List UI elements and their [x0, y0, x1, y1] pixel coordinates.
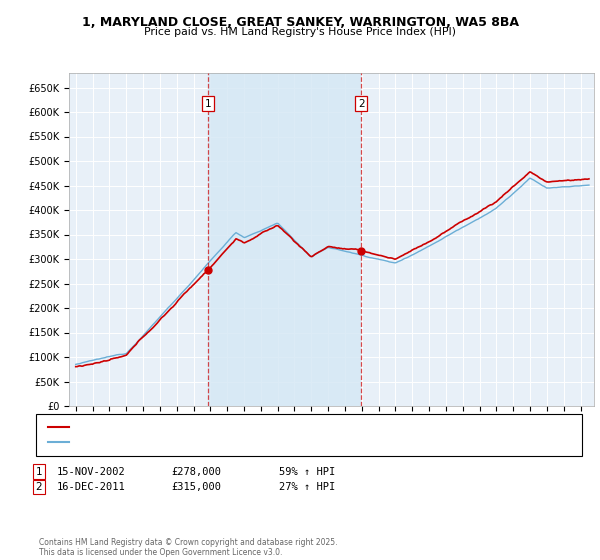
- Text: 1: 1: [205, 99, 212, 109]
- Text: Price paid vs. HM Land Registry's House Price Index (HPI): Price paid vs. HM Land Registry's House …: [144, 27, 456, 37]
- Text: 2: 2: [35, 482, 43, 492]
- Bar: [208, 73, 361, 406]
- Text: 1, MARYLAND CLOSE, GREAT SANKEY, WARRINGTON, WA5 8BA: 1, MARYLAND CLOSE, GREAT SANKEY, WARRING…: [82, 16, 518, 29]
- Text: 1: 1: [35, 466, 43, 477]
- Text: 59% ↑ HPI: 59% ↑ HPI: [279, 466, 335, 477]
- Point: [356, 246, 366, 255]
- Text: 15-NOV-2002: 15-NOV-2002: [57, 466, 126, 477]
- Text: 2: 2: [358, 99, 364, 109]
- Text: 1, MARYLAND CLOSE, GREAT SANKEY, WARRINGTON, WA5 8BA (detached house): 1, MARYLAND CLOSE, GREAT SANKEY, WARRING…: [72, 423, 455, 432]
- Text: £315,000: £315,000: [171, 482, 221, 492]
- Text: Contains HM Land Registry data © Crown copyright and database right 2025.
This d: Contains HM Land Registry data © Crown c…: [39, 538, 337, 557]
- Text: HPI: Average price, detached house, Warrington: HPI: Average price, detached house, Warr…: [72, 438, 301, 447]
- Text: 16-DEC-2011: 16-DEC-2011: [57, 482, 126, 492]
- Point: [203, 265, 213, 274]
- Text: £278,000: £278,000: [171, 466, 221, 477]
- Text: 27% ↑ HPI: 27% ↑ HPI: [279, 482, 335, 492]
